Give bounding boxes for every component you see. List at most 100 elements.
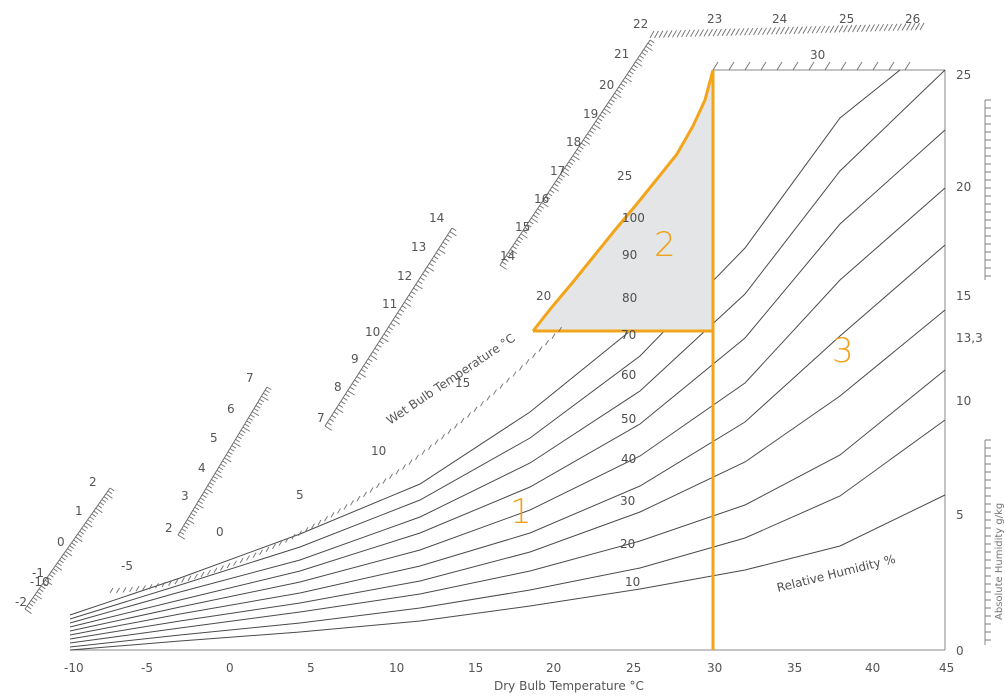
wet-bulb-scale-c-tick-9 [345,393,350,398]
wet-bulb-scale-b-tick-48 [266,386,272,390]
wet-bulb-scale-b-tick-6 [188,516,194,520]
wet-bulb-scale-c-tick-20 [370,354,378,360]
top-scale-tick-10 [694,29,700,37]
saturation-scale-tick-40 [369,487,374,493]
wet-bulb-scale-d-tick-49 [601,111,607,116]
top-scale-tick-47 [861,24,866,32]
relative-humidity-curve-5 [69,244,946,636]
top-scale-tick-2 [658,30,664,38]
top-scale-tick-41 [834,25,839,33]
saturation-scale-tick-7 [155,583,159,589]
saturation-scale-tick-66 [538,346,543,352]
wet-bulb-scale-b-tick-32 [237,435,242,440]
wet-bulb-top-label-3: 25 [839,12,854,26]
wet-bulb-left-label-9: 6 [227,402,235,416]
wet-bulb-scale-d-tick-60 [624,77,632,83]
wet-bulb-scale-b-tick-35 [242,426,250,432]
wet-bulb-curve-label-7: 25 [617,169,632,183]
absolute-humidity-tick-label-3: 13,3 [956,331,983,345]
wet-bulb-scale-c-tick-2 [329,418,334,423]
wet-bulb-top-label-0: 22 [633,17,648,31]
wet-bulb-scale-d-tick-20 [541,202,549,208]
wet-bulb-curve-label-1: -5 [121,559,133,573]
saturation-scale-tick-50 [434,439,439,445]
wet-bulb-scale-b-tick-11 [198,500,203,505]
wet-bulb-scale-c-tick-52 [442,241,448,246]
wet-bulb-scale-c-tick-24 [379,340,384,345]
wet-bulb-scale-b-tick-26 [225,454,231,458]
top-scale-tick-42 [838,25,844,33]
wet-bulb-scale-d-tick-68 [641,52,647,56]
top-scale-tick-39 [825,25,830,34]
wet-bulb-scale-a-tick-0 [24,608,32,614]
saturation-scale-tick-69 [558,326,562,333]
dry-bulb-tick-label-2: 0 [226,661,234,675]
wet-bulb-scale-b-tick-31 [235,439,240,443]
saturation-scale-tick-51 [441,433,445,440]
wet-bulb-scale-a-tick-13 [51,571,56,575]
wet-bulb-scale-a-tick-42 [109,487,115,492]
wet-bulb-scale-c-tick-18 [365,361,371,366]
saturation-scale-tick-1 [116,587,120,594]
wet-bulb-scale-a-tick-11 [47,576,52,581]
top-scale-tick-25 [762,27,767,35]
saturation-scale-tick-47 [415,454,419,460]
wet-bulb-left-label-21: 16 [534,192,549,206]
wet-bulb-scale-b-tick-38 [248,417,253,421]
top-scale-tick-20 [739,28,745,36]
top-scale-tick-8 [685,29,691,38]
wet-bulb-scale-b-tick-28 [229,448,235,452]
wet-bulb-scale-b-tick-4 [185,522,190,526]
top-scale-tick-46 [856,24,862,33]
wet-bulb-scale-b-tick-8 [192,509,198,514]
wet-bulb-scale-c-tick-8 [342,397,348,401]
top-scale-tick-55 [897,23,902,31]
wet-bulb-scale-b-tick-0 [177,534,186,540]
wet-bulb-left-label-10: 7 [246,371,254,385]
wet-bulb-scale-c-tick-11 [349,386,355,391]
wet-bulb-scale-d-tick-23 [547,192,553,197]
upper-border-tick-11 [888,61,895,71]
wet-bulb-scale-b-tick-17 [209,482,215,486]
top-scale-tick-5 [672,30,677,38]
absolute-humidity-tick-label-6: 25 [956,68,971,82]
wet-bulb-scale-a-tick-1 [26,605,32,610]
zone-2-fill [533,70,713,331]
wet-bulb-scale-d-tick-65 [635,61,643,67]
upper-border-tick-6 [808,61,815,71]
saturation-scale-tick-64 [525,358,530,365]
wet-bulb-scale-c-tick-51 [440,245,446,249]
wet-bulb-curve-label-3: 5 [296,488,304,502]
saturation-scale-tick-8 [161,581,166,588]
upper-border-tick-3 [760,61,767,71]
wet-bulb-scale-c-tick-10 [347,390,355,396]
wet-bulb-scale-a-tick-16 [57,562,62,567]
wet-bulb-scale-a-tick-23 [71,542,76,546]
relative-humidity-curve-2 [69,419,946,648]
saturation-scale-tick-10 [174,578,179,585]
saturation-scale-tick-16 [213,567,218,574]
wet-bulb-scale-c-tick-19 [367,358,373,362]
wet-bulb-scale-d-tick-46 [595,120,601,125]
wet-bulb-curve-label-0: -10 [30,575,50,589]
relative-humidity-curve-8 [69,69,946,624]
wet-bulb-scale-d-tick-36 [574,152,580,156]
saturation-scale-tick-30 [304,527,309,533]
wet-bulb-scale-c-tick-22 [374,347,380,352]
wet-bulb-scale-b-tick-23 [220,463,226,468]
saturation-scale-tick-9 [168,580,172,586]
wet-bulb-top-label-2: 24 [772,12,787,26]
wet-bulb-scale-d-tick-57 [618,86,624,91]
saturation-scale-tick-57 [480,400,484,407]
wet-bulb-scale-c-tick-53 [444,238,450,242]
top-scale-tick-22 [748,27,754,36]
wet-bulb-scale-c-tick-47 [431,259,437,263]
top-scale-tick-17 [726,28,731,36]
wet-bulb-scale-b-tick-12 [200,497,205,501]
wet-bulb-scale-d-tick-17 [535,211,540,216]
absolute-humidity-tick-label-5: 20 [956,180,971,194]
wet-bulb-scale-a-tick-14 [53,568,58,572]
wet-bulb-scale-c-tick-34 [401,305,407,309]
wet-bulb-scale-d-tick-54 [612,95,617,100]
wet-bulb-scale-a-tick-21 [67,548,72,552]
